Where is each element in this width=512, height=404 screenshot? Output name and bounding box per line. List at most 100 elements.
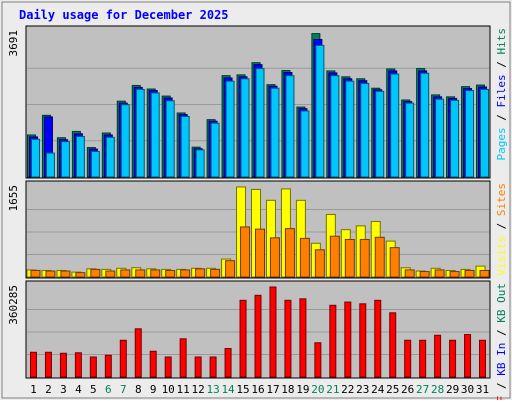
bar-kb-f-day-25: KB F 25: 257000 (389, 312, 397, 378)
legend-separator: / (495, 216, 508, 236)
bar-pages-day-7: Pages 7: 1840 (120, 104, 130, 178)
x-tick-label: 1 (30, 383, 37, 396)
bar-sites-day-19: Sites 19: 710 (299, 237, 310, 278)
bar-pages-day-28: Pages 28: 1980 (435, 98, 445, 178)
x-tick-label: 2 (45, 383, 52, 396)
bar-kb-f-day-22: KB F 22: 300000 (344, 301, 352, 378)
panel-kbytes: 360285 KB F / KB In / KB Out KB F 1: 99000… (7, 280, 508, 404)
bar-sites-day-20: Sites 20: 500 (314, 249, 325, 278)
bar-sites-day-24: Sites 24: 730 (374, 236, 385, 278)
bar-kb-f-day-17: KB F 17: 360285 (269, 286, 277, 378)
bar-sites-day-13: Sites 13: 140 (210, 268, 221, 278)
bar-kb-f-day-9: KB F 9: 103000 (149, 350, 157, 378)
bar-sites-day-7: Sites 7: 130 (120, 269, 131, 278)
bar-sites-day-17: Sites 17: 720 (269, 237, 280, 278)
x-tick-label: 12 (192, 383, 205, 396)
bar-kb-f-day-30: KB F 30: 170000 (464, 334, 472, 378)
x-tick-label: 15 (236, 383, 249, 396)
bar-sites-day-2: Sites 2: 110 (45, 270, 56, 278)
bar-kb-f-day-12: KB F 12: 80000 (194, 356, 202, 378)
bar-sites-day-4: Sites 4: 80 (75, 272, 86, 278)
bar-kb-f-day-19: KB F 19: 313000 (299, 298, 307, 378)
bar-kb-f-day-5: KB F 5: 80000 (89, 356, 97, 378)
x-tick-label: 11 (177, 383, 190, 396)
panel-visits-max-label: 1655 (7, 185, 20, 212)
x-tick-label: 25 (386, 383, 399, 396)
bar-pages-day-5: Pages 5: 650 (90, 150, 100, 178)
x-tick-label: 30 (461, 383, 474, 396)
x-tick-label: 28 (431, 383, 444, 396)
legend-separator: / (495, 376, 508, 396)
bar-kb-f-day-3: KB F 3: 95000 (59, 352, 67, 378)
legend-entry: KB Out (495, 283, 508, 323)
bar-sites-day-8: Sites 8: 130 (135, 269, 146, 278)
panel-kbytes-legend: KB F / KB In / KB Out (495, 283, 508, 400)
bar-pages-day-31: Pages 31: 2230 (480, 88, 490, 178)
bar-pages-day-13: Pages 13: 1370 (210, 122, 220, 178)
bar-pages-day-16: Pages 16: 2760 (255, 68, 265, 178)
bar-pages-day-24: Pages 24: 2180 (375, 90, 385, 178)
bar-kb-f-day-16: KB F 16: 327000 (254, 294, 262, 378)
bar-pages-day-27: Pages 27: 2640 (420, 72, 430, 178)
bar-kb-f-day-11: KB F 11: 153000 (179, 338, 187, 378)
bar-kb-f-day-6: KB F 6: 87000 (104, 354, 112, 378)
bar-kb-f-day-10: KB F 10: 80000 (164, 356, 172, 378)
x-tick-label: 10 (162, 383, 175, 396)
x-tick-label: 5 (90, 383, 97, 396)
x-tick-label: 14 (221, 383, 235, 396)
bar-kb-f-day-1: KB F 1: 99000 (29, 351, 37, 378)
bar-pages-day-12: Pages 12: 690 (195, 149, 205, 178)
bar-kb-f-day-26: KB F 26: 147000 (404, 339, 412, 378)
x-axis-labels: 1 2 3 4 5 6 7 8 9 10 11 12 13 14 15 16 17 18 19 20 21 22 23 24 2… (30, 383, 489, 396)
bar-sites-day-29: Sites 29: 100 (449, 271, 460, 278)
legend-entry: KB In (495, 343, 508, 376)
bar-sites-day-6: Sites 6: 110 (105, 270, 116, 278)
bar-pages-day-30: Pages 30: 2200 (465, 90, 475, 178)
bar-pages-day-8: Pages 8: 2230 (135, 88, 145, 178)
bar-sites-day-12: Sites 12: 150 (195, 268, 206, 278)
bar-pages-day-14: Pages 14: 2440 (225, 80, 235, 178)
panel-hits-max-label: 3691 (7, 30, 20, 57)
bar-pages-day-10: Pages 10: 1940 (165, 100, 175, 178)
bar-pages-day-9: Pages 9: 2140 (150, 92, 160, 178)
x-tick-label: 8 (135, 383, 142, 396)
bar-sites-day-9: Sites 9: 130 (150, 269, 161, 278)
bar-sites-day-1: Sites 1: 120 (30, 269, 41, 278)
x-tick-label: 27 (416, 383, 429, 396)
bar-sites-day-21: Sites 21: 750 (329, 235, 340, 278)
bar-kb-f-day-18: KB F 18: 307000 (284, 299, 292, 378)
bar-sites-day-16: Sites 16: 880 (255, 228, 265, 278)
panel-visits-legend: Visits / Sites (495, 183, 508, 276)
bar-pages-day-23: Pages 23: 2380 (360, 83, 370, 178)
bar-kb-f-day-28: KB F 28: 167000 (434, 334, 442, 378)
x-tick-label: 23 (356, 383, 369, 396)
bar-sites-day-25: Sites 25: 540 (389, 247, 400, 278)
x-tick-label: 22 (341, 383, 354, 396)
x-tick-label: 7 (120, 383, 127, 396)
bar-pages-day-3: Pages 3: 900 (60, 141, 70, 178)
bar-sites-day-26: Sites 26: 130 (404, 269, 415, 278)
bar-pages-day-21: Pages 21: 2580 (330, 75, 340, 178)
x-tick-label: 24 (371, 383, 385, 396)
bar-kb-f-day-31: KB F 31: 147000 (479, 339, 487, 378)
legend-separator: / (495, 323, 508, 343)
legend-entry: Visits (495, 236, 508, 276)
bar-kb-f-day-23: KB F 23: 293000 (359, 303, 367, 378)
bar-pages-day-4: Pages 4: 1030 (75, 136, 85, 178)
bar-sites-day-10: Sites 10: 120 (165, 269, 176, 278)
bar-sites-day-28: Sites 28: 130 (434, 269, 445, 278)
x-tick-label: 16 (251, 383, 264, 396)
x-tick-label: 29 (446, 383, 459, 396)
legend-entry: Files (495, 74, 508, 107)
bar-pages-day-6: Pages 6: 1010 (105, 136, 115, 178)
legend-entry: Hits (495, 28, 508, 55)
bar-sites-day-15: Sites 15: 920 (240, 226, 251, 278)
x-tick-label: 13 (206, 383, 219, 396)
bar-pages-day-18: Pages 18: 2580 (285, 75, 295, 178)
